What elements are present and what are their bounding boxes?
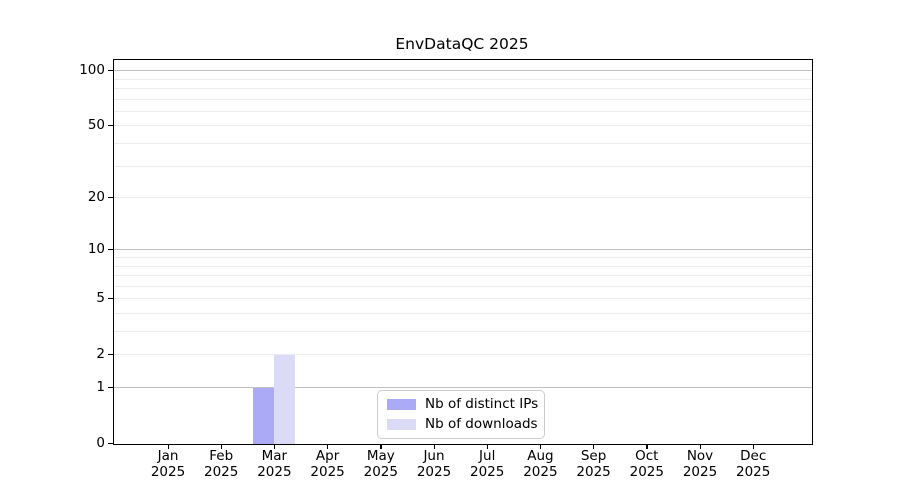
x-tick-label: Feb 2025 [191, 448, 251, 480]
gridline-minor [114, 98, 812, 100]
gridline-major [114, 387, 812, 388]
x-tick-year: 2025 [682, 463, 718, 480]
y-tick-label: 20 [87, 189, 105, 206]
legend-label-downloads: Nb of downloads [425, 416, 538, 432]
y-tick-label: 0 [96, 435, 105, 451]
x-tick-month: Mar [261, 448, 288, 464]
legend-swatch-distinct-ips [387, 398, 416, 410]
gridline-minor [114, 265, 812, 267]
x-tick-month: Dec [740, 448, 767, 464]
gridline-minor [114, 110, 812, 112]
x-tick-label: Apr 2025 [298, 448, 358, 480]
x-tick-year: 2025 [150, 463, 186, 480]
x-tick-label: Aug 2025 [510, 448, 570, 480]
x-tick-year: 2025 [257, 463, 292, 480]
plot-area: Nb of distinct IPs Nb of downloads [113, 59, 813, 445]
gridline-minor [114, 275, 812, 277]
y-tick-mark [108, 353, 113, 356]
gridline-minor [114, 143, 812, 144]
x-tick-label: Jun 2025 [404, 448, 464, 480]
y-tick-label: 50 [87, 117, 105, 134]
x-tick-year: 2025 [416, 463, 452, 480]
x-tick-month: Jan [157, 448, 179, 464]
legend-label-distinct-ips: Nb of distinct IPs [425, 396, 539, 412]
x-tick-month: May [366, 448, 395, 464]
x-tick-label: May 2025 [351, 448, 411, 480]
x-tick-mark [486, 444, 489, 449]
gridline-minor [114, 256, 812, 258]
x-tick-year: 2025 [736, 463, 771, 480]
x-tick-label: Jul 2025 [457, 448, 517, 480]
x-tick-label: Dec 2025 [723, 448, 783, 480]
x-tick-mark [380, 444, 382, 449]
gridline-minor [114, 312, 812, 314]
x-tick-mark [273, 444, 276, 449]
y-tick-label: 2 [96, 346, 105, 363]
x-tick-month: Apr [315, 448, 340, 464]
x-tick-mark [167, 444, 169, 449]
x-tick-label: Sep 2025 [564, 448, 624, 480]
x-tick-year: 2025 [204, 463, 239, 480]
x-tick-mark [699, 444, 701, 449]
y-tick-mark [108, 124, 113, 127]
bar-nb-of-distinct-ips [253, 388, 275, 444]
bar-nb-of-downloads [274, 355, 296, 444]
gridline-minor [114, 165, 812, 167]
gridline-minor [114, 125, 812, 127]
x-tick-month: Jun [423, 448, 445, 464]
gridline-minor [114, 78, 812, 80]
x-tick-label: Jan 2025 [138, 448, 198, 480]
y-tick-mark [108, 386, 113, 388]
chart-title: EnvDataQC 2025 [395, 35, 529, 53]
y-tick-label: 10 [87, 241, 105, 258]
x-tick-month: Oct [635, 448, 659, 464]
legend: Nb of distinct IPs Nb of downloads [377, 390, 545, 439]
y-tick-mark [108, 248, 113, 251]
x-tick-year: 2025 [576, 463, 611, 480]
y-tick-mark [108, 442, 113, 444]
gridline-major [114, 249, 812, 251]
x-tick-mark [220, 444, 223, 449]
x-tick-year: 2025 [629, 463, 664, 480]
legend-swatch-downloads [387, 418, 416, 430]
x-tick-label: Oct 2025 [617, 448, 677, 480]
x-tick-year: 2025 [363, 463, 398, 480]
x-tick-mark [593, 444, 595, 449]
y-tick-mark [108, 196, 113, 198]
y-tick-label: 5 [96, 290, 105, 307]
x-tick-month: Aug [527, 448, 554, 464]
gridline-minor [114, 197, 812, 199]
x-tick-mark [433, 444, 435, 449]
x-tick-year: 2025 [470, 463, 505, 480]
legend-entry-downloads: Nb of downloads [387, 416, 538, 432]
y-tick-mark [108, 69, 113, 72]
gridline-minor [114, 88, 812, 89]
x-tick-mark [539, 444, 542, 449]
x-tick-month: Jul [479, 448, 496, 464]
x-tick-year: 2025 [310, 463, 345, 480]
gridline-minor [114, 354, 812, 356]
y-tick-mark [108, 297, 113, 300]
x-tick-month: Sep [580, 448, 607, 464]
x-tick-month: Feb [209, 448, 234, 464]
gridline-minor [114, 298, 812, 300]
y-tick-label: 1 [96, 379, 105, 395]
y-tick-label: 100 [79, 62, 105, 79]
gridline-minor [114, 331, 812, 332]
gridline-minor [114, 285, 812, 287]
x-tick-mark [646, 444, 648, 449]
legend-entry-distinct-ips: Nb of distinct IPs [387, 396, 539, 412]
x-tick-mark [327, 444, 329, 449]
gridline-major [114, 70, 812, 72]
x-tick-mark [752, 444, 755, 449]
x-tick-label: Nov 2025 [670, 448, 730, 480]
x-tick-label: Mar 2025 [244, 448, 304, 480]
x-tick-year: 2025 [523, 463, 558, 480]
x-tick-month: Nov [686, 448, 714, 464]
